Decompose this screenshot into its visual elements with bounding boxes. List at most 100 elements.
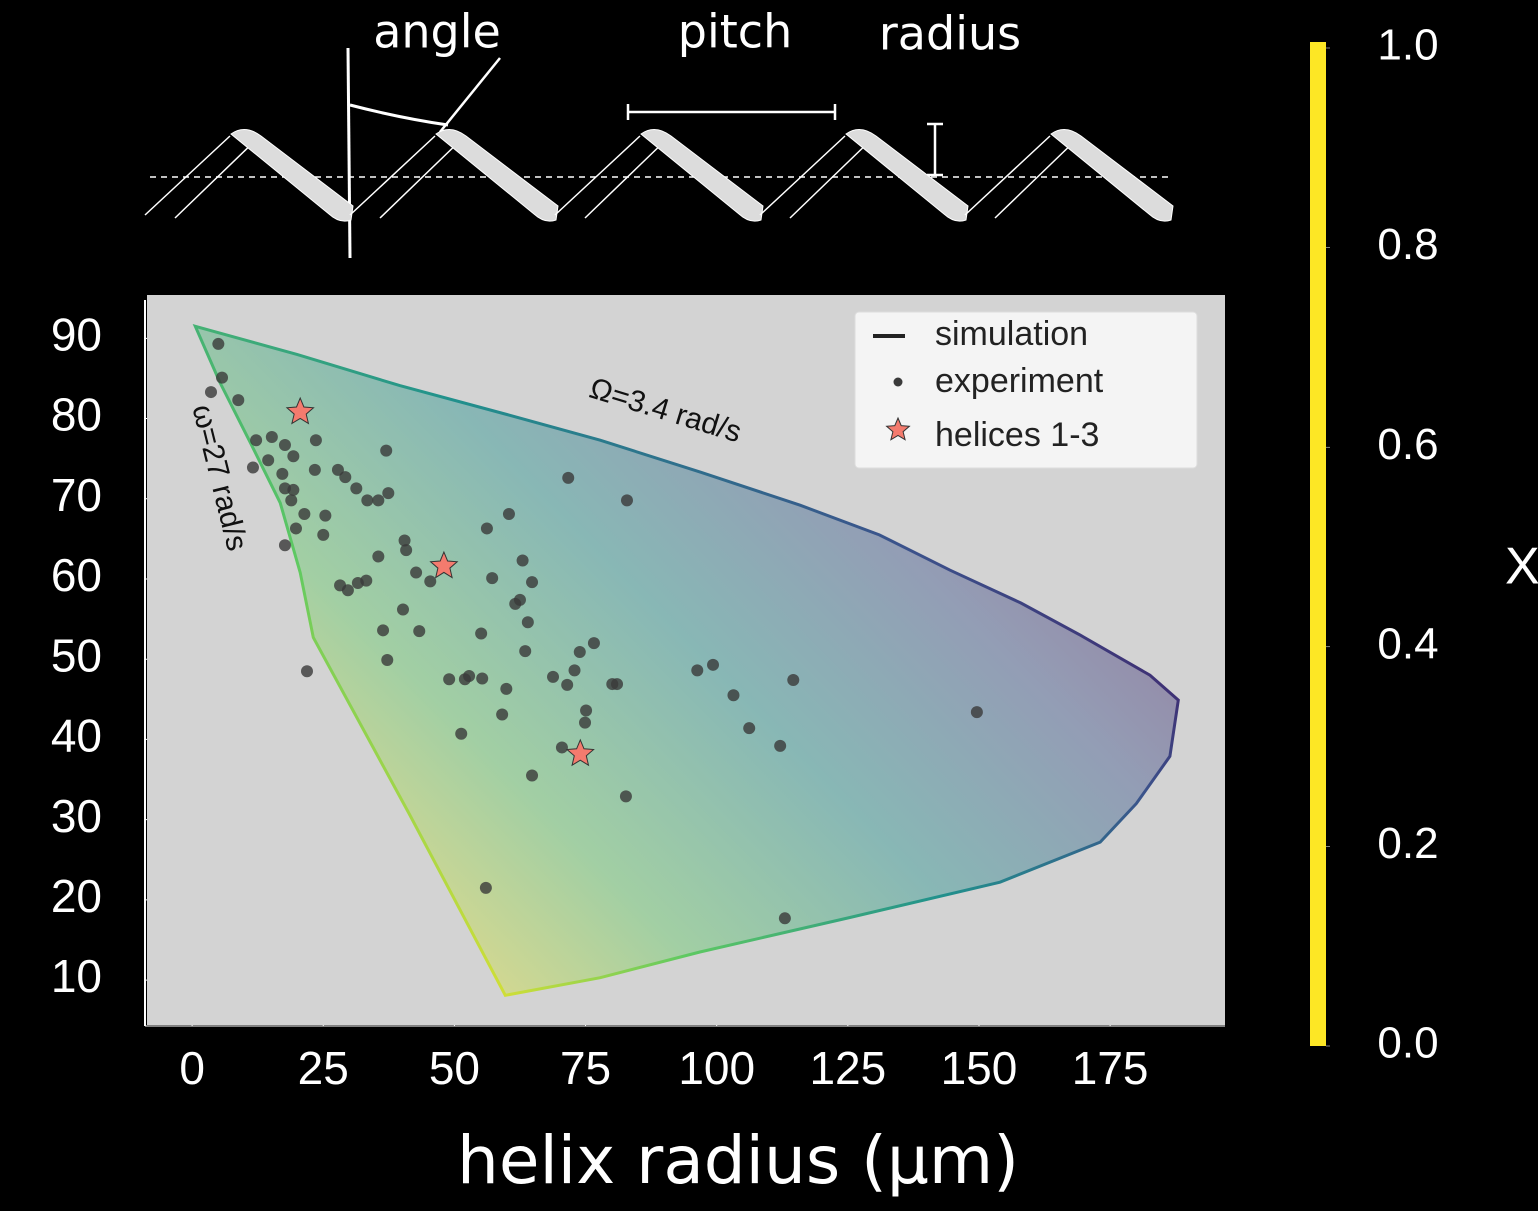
experiment-point xyxy=(500,682,513,695)
experiment-point xyxy=(526,769,539,782)
legend: simulation experiment helices 1-3 xyxy=(854,311,1198,469)
experiment-point xyxy=(526,576,539,589)
legend-label: simulation xyxy=(935,315,1088,353)
experiment-point xyxy=(361,494,374,507)
colorbar-tick-label: 1.0 xyxy=(1377,21,1438,70)
experiment-point xyxy=(424,575,437,588)
experiment-point xyxy=(372,550,385,563)
experiment-point xyxy=(246,461,259,474)
x-tick-label: 150 xyxy=(941,1042,1018,1094)
helix-back-strand xyxy=(144,135,261,219)
y-tick-label: 50 xyxy=(51,629,102,681)
experiment-point xyxy=(707,658,720,671)
helix-ribbon xyxy=(845,129,969,222)
simulation-boundary xyxy=(192,324,1180,997)
x-tick-label: 50 xyxy=(429,1042,480,1094)
y-tick-label: 60 xyxy=(51,549,102,601)
experiment-point xyxy=(278,439,291,452)
colorbar-tick-label: 0.0 xyxy=(1377,1019,1438,1068)
experiment-point xyxy=(475,627,488,640)
x-axis-label: helix radius (μm) xyxy=(457,1122,1019,1199)
helix-star xyxy=(565,738,595,767)
y-tick-label: 40 xyxy=(51,710,102,762)
helix-ribbon xyxy=(640,129,764,222)
helix-ribbon xyxy=(1050,129,1174,222)
experiment-point xyxy=(479,881,492,894)
colorbar-tick-label: 0.6 xyxy=(1377,420,1438,469)
experiment-point xyxy=(580,704,593,717)
experiment-point xyxy=(619,790,632,803)
experiment-point xyxy=(579,716,592,729)
angle-pointer xyxy=(439,57,501,133)
helix-back-strand xyxy=(349,135,466,219)
experiment-point xyxy=(396,603,409,616)
y-tick-label: 70 xyxy=(51,469,102,521)
experiment-point xyxy=(410,566,423,579)
colorbar-label: X xyxy=(1505,538,1538,596)
helix-ribbon xyxy=(230,129,354,222)
experiment-point xyxy=(381,654,394,666)
simulation-region xyxy=(195,326,1179,996)
experiment-point xyxy=(547,670,560,683)
experiment-point xyxy=(568,664,581,677)
colorbar-tick-label: 0.2 xyxy=(1377,819,1438,868)
experiment-point xyxy=(377,624,390,637)
helix-star xyxy=(285,396,315,425)
diagram-label: radius xyxy=(879,7,1021,61)
experiment-point xyxy=(970,706,983,719)
experiment-point xyxy=(339,471,352,484)
experiment-point xyxy=(443,673,456,686)
x-tick-label: 25 xyxy=(298,1042,349,1094)
legend-key xyxy=(885,416,911,441)
experiment-point xyxy=(620,494,633,507)
experiment-point xyxy=(262,454,275,467)
experiment-point xyxy=(502,508,515,520)
experiment-point xyxy=(382,487,395,500)
experiment-point xyxy=(232,394,245,407)
helix-back-strand xyxy=(964,135,1081,219)
colorbar-tick-label: 0.4 xyxy=(1377,619,1438,668)
experiment-point xyxy=(611,678,624,691)
experiment-point xyxy=(250,434,263,447)
experiment-point xyxy=(398,534,411,547)
experiment-point xyxy=(413,625,426,638)
helix-diagram: angle pitch radius xyxy=(144,5,1174,259)
experiment-point xyxy=(519,645,532,658)
experiment-point xyxy=(309,434,322,447)
legend-key xyxy=(893,377,903,387)
experiment-point xyxy=(787,674,800,687)
angle-line xyxy=(346,47,352,259)
angle-arc xyxy=(349,103,449,127)
y-tick-label: 30 xyxy=(51,790,102,842)
experiment-point xyxy=(204,386,217,399)
x-tick-label: 0 xyxy=(179,1042,205,1094)
diagram-label: pitch xyxy=(678,5,792,59)
experiment-point xyxy=(287,483,300,496)
experiment-point xyxy=(317,528,330,541)
x-tick-label: 100 xyxy=(678,1042,755,1094)
experiment-point xyxy=(774,739,787,752)
experiment-point xyxy=(265,430,278,443)
experiment-point xyxy=(400,544,413,557)
colorbar-tick-label: 0.8 xyxy=(1377,220,1438,269)
experiment-point xyxy=(216,371,229,384)
experiment-point xyxy=(308,463,321,476)
y-tick-label: 90 xyxy=(51,308,102,360)
helix-back-strand xyxy=(554,135,671,219)
experiment-point xyxy=(516,554,529,567)
experiment-point xyxy=(463,670,476,683)
x-tick-label: 75 xyxy=(560,1042,611,1094)
experiment-point xyxy=(562,471,575,484)
helix-star xyxy=(429,550,459,579)
x-tick-label: 125 xyxy=(809,1042,886,1094)
experiment-point xyxy=(298,508,311,520)
experiment-point xyxy=(587,637,600,650)
experiment-point xyxy=(350,482,363,495)
legend-box xyxy=(854,311,1198,469)
experiment-point xyxy=(331,463,344,476)
experiment-point xyxy=(285,494,298,507)
helix-ribbon xyxy=(435,129,559,222)
experiment-point xyxy=(278,539,291,552)
legend-label: experiment xyxy=(935,362,1104,400)
